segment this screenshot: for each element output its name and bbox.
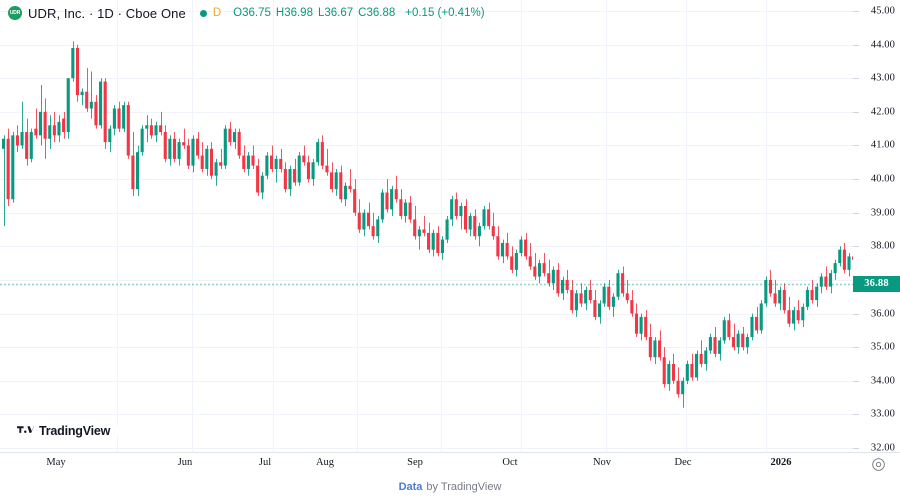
current-price-badge: 36.88: [853, 275, 900, 292]
price-axis-tick-mark: [853, 145, 859, 147]
footer-data-link[interactable]: Data: [398, 481, 423, 493]
price-axis-tick-label: 43.00: [870, 72, 895, 84]
ohlc-open-key: O: [233, 7, 243, 19]
time-axis-tick-label: 2026: [770, 457, 792, 468]
chart-plot-area[interactable]: [0, 0, 853, 452]
price-axis-tick-label: 39.00: [870, 207, 895, 219]
ohlc-open: O36.75: [233, 7, 271, 19]
series-status-dot-icon: [199, 9, 207, 17]
tradingview-logo-icon: [17, 425, 34, 433]
time-axis-tick-label: Nov: [592, 457, 612, 468]
price-axis-tick-label: 33.00: [870, 408, 895, 420]
time-axis-tick-label: Jul: [258, 457, 272, 468]
ohlc-high-value: 36.98: [284, 7, 313, 19]
gear-icon: [872, 458, 885, 471]
price-axis-tick-label: 41.00: [870, 139, 895, 151]
price-axis-tick-mark: [853, 179, 859, 181]
interval-badge[interactable]: D: [212, 7, 222, 19]
time-axis-tick-label: Dec: [674, 457, 692, 468]
price-axis-tick-mark: [853, 380, 859, 382]
time-axis-tick-label: May: [46, 457, 66, 468]
time-axis-tick-label: Oct: [502, 457, 518, 468]
price-axis-tick-label: 45.00: [870, 5, 895, 17]
time-axis-tick-label: Jun: [177, 457, 193, 468]
price-axis-tick-mark: [853, 78, 859, 80]
ohlc-high: H36.98: [276, 7, 313, 19]
chart-legend[interactable]: UDR UDR, Inc. · 1D · Cboe One D O36.75 H…: [8, 3, 485, 23]
price-axis-tick-mark: [853, 313, 859, 315]
grid-lines: [0, 0, 853, 452]
ohlc-low: L36.67: [318, 7, 353, 19]
price-change: +0.15 (+0.41%): [405, 7, 485, 19]
candlestick-series: [0, 0, 853, 452]
ohlc-low-value: 36.67: [324, 7, 354, 19]
price-axis-tick-mark: [853, 347, 859, 349]
price-axis-tick-mark: [853, 448, 859, 449]
time-axis[interactable]: May Jun Jul Aug Sep Oct Nov Dec 2026: [0, 453, 900, 475]
price-axis-tick-label: 42.00: [870, 106, 895, 118]
ohlc-low-key: L: [317, 7, 325, 19]
time-axis-tick-label: Sep: [407, 457, 423, 468]
price-axis-tick-label: 34.00: [870, 375, 895, 387]
price-axis-tick-mark: [853, 212, 859, 214]
symbol-logo-icon: UDR: [8, 6, 22, 20]
price-axis-tick-mark: [853, 44, 859, 46]
price-axis-tick-label: 36.00: [870, 308, 895, 320]
price-axis-tick-label: 44.00: [870, 39, 895, 51]
price-axis-tick-mark: [853, 246, 859, 248]
time-axis-tick-label: Aug: [315, 457, 335, 468]
tradingview-watermark-text: TradingView: [39, 424, 111, 438]
price-axis-tick-label: 35.00: [870, 341, 895, 353]
price-axis-tick-label: 32.00: [870, 442, 895, 454]
ohlc-high-key: H: [275, 7, 285, 19]
ohlc-open-value: 36.75: [242, 7, 271, 19]
footer-by-text: by TradingView: [426, 481, 502, 493]
price-axis-tick-label: 38.00: [870, 240, 895, 252]
chart-footer: Data by TradingView: [0, 476, 900, 498]
price-axis-tick-mark: [853, 414, 859, 416]
price-axis-tick-mark: [853, 111, 859, 113]
price-axis[interactable]: 36.88 45.00 44.00 43.00 42.00 41.00 40.00 39.0…: [853, 0, 900, 454]
ohlc-close: C36.88: [358, 7, 395, 19]
time-axis-separator: [0, 452, 900, 453]
candle-group: [1, 41, 853, 408]
price-axis-tick-label: 40.00: [870, 173, 895, 185]
symbol-title[interactable]: UDR, Inc. · 1D · Cboe One: [28, 5, 186, 21]
tradingview-watermark: TradingView: [10, 420, 120, 442]
price-axis-tick-mark: [853, 11, 859, 12]
ohlc-close-key: C: [358, 7, 367, 19]
chart-settings-button[interactable]: [871, 457, 886, 472]
ohlc-close-value: 36.88: [366, 7, 396, 19]
